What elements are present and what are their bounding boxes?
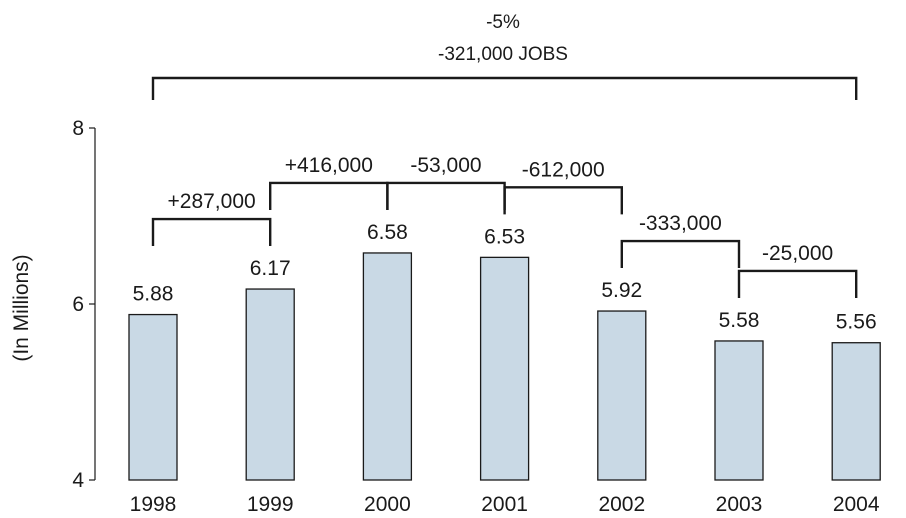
change-bracket: [503, 186, 623, 215]
bar-value-label: 6.58: [367, 221, 408, 244]
bar: [245, 288, 295, 481]
bar: [128, 313, 178, 481]
change-label: +416,000: [285, 154, 373, 177]
change-label: -612,000: [522, 158, 605, 181]
y-tick-label: 6: [72, 293, 84, 316]
x-tick-label: 1998: [130, 493, 177, 516]
x-tick-label: 2001: [481, 493, 528, 516]
bar: [831, 342, 881, 481]
bar-value-label: 6.17: [250, 257, 291, 280]
x-tick-label: 2002: [598, 493, 645, 516]
x-tick-label: 2000: [364, 493, 411, 516]
bar: [714, 340, 764, 481]
bar-value-label: 5.56: [836, 311, 877, 334]
plot-area: 4 6 8 5.88 1998 6.17 1999 6.58 2000 6.53 2001 5.92 2…: [72, 76, 881, 516]
change-bracket: [737, 269, 858, 298]
change-bracket: [386, 181, 506, 210]
x-tick-label: 2004: [833, 493, 880, 516]
x-tick-label: 2003: [716, 493, 763, 516]
change-bracket: [620, 239, 741, 269]
change-label: -333,000: [639, 212, 722, 235]
y-tick-label: 4: [72, 469, 84, 492]
total-change-jobs: -321,000 JOBS: [438, 44, 568, 65]
x-tick-label: 1999: [247, 493, 294, 516]
total-change-percent: -5%: [486, 12, 520, 33]
change-label: -53,000: [410, 154, 481, 177]
total-change-bracket: [151, 76, 858, 100]
change-bracket: [269, 181, 389, 210]
bar: [597, 310, 647, 481]
y-axis-label: (In Millions): [10, 254, 33, 361]
change-label: +287,000: [168, 190, 256, 213]
bar-value-label: 6.53: [484, 225, 525, 248]
bar: [362, 252, 413, 481]
bar-value-label: 5.92: [601, 279, 642, 302]
change-label: -25,000: [762, 242, 833, 265]
change-bracket: [151, 217, 272, 247]
bar-value-label: 5.88: [133, 283, 174, 306]
bar-value-label: 5.58: [719, 309, 760, 332]
y-tick-label: 8: [72, 117, 84, 140]
bar: [479, 256, 530, 481]
